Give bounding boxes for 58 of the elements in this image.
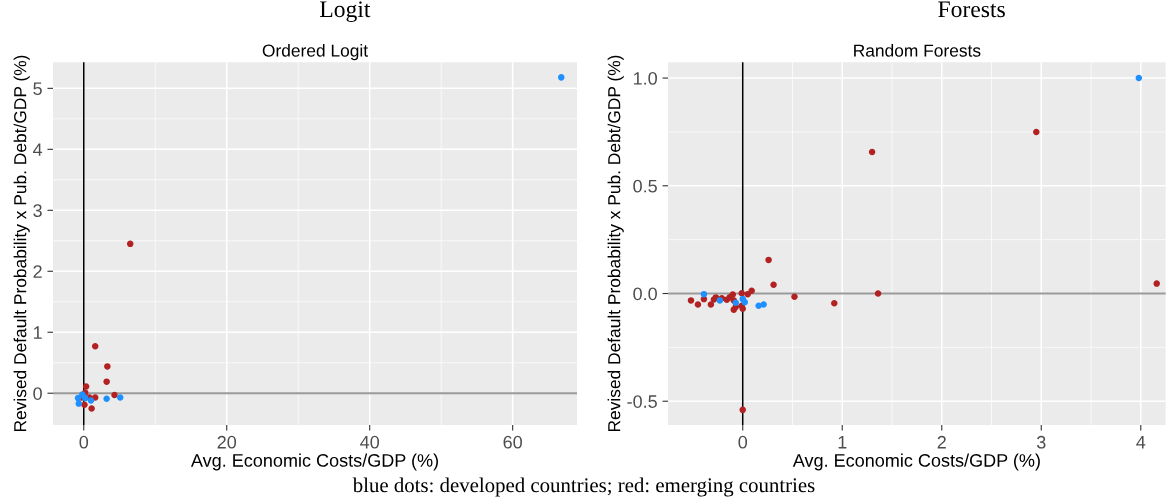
x-tick-label: 20	[217, 435, 237, 449]
y-tick-label: -0.5	[627, 395, 657, 408]
point	[104, 363, 111, 370]
point	[1153, 280, 1160, 287]
y-tick-label: 1	[33, 326, 42, 339]
point	[687, 297, 695, 304]
x-tick-label: 4	[1136, 436, 1146, 449]
point	[75, 400, 83, 407]
point	[694, 301, 702, 308]
point	[739, 406, 746, 414]
point	[81, 394, 89, 402]
point	[748, 287, 755, 294]
point	[82, 383, 90, 390]
text: blue dots: developed countries; red: emerging countries	[352, 477, 815, 497]
point	[868, 148, 876, 156]
point	[738, 290, 745, 297]
point	[760, 301, 767, 308]
y-tick-label: 1.0	[633, 72, 657, 85]
chart-subtitle: Random Forests	[854, 43, 981, 57]
chart-title: Logit	[319, 1, 371, 23]
point	[791, 293, 798, 300]
chart-subtitle: Ordered Logit	[262, 43, 368, 61]
point	[700, 290, 708, 298]
point	[765, 256, 772, 264]
x-tick-label: 1	[838, 436, 847, 449]
x-tick-label: 60	[503, 435, 522, 449]
x-tick-label: 0	[79, 435, 89, 449]
point	[831, 299, 838, 307]
point	[81, 401, 88, 409]
point	[707, 301, 715, 308]
point	[1033, 128, 1040, 136]
point	[91, 343, 99, 350]
point	[126, 240, 134, 248]
x-axis-title: Avg. Economic Costs/GDP (%)	[792, 453, 1040, 471]
y-tick-label: 0	[33, 387, 42, 400]
y-axis-title: Revised Default Probability x Pub. Debt/GDP (%)	[13, 55, 30, 432]
y-tick-label: 4	[32, 143, 43, 156]
point	[88, 405, 95, 412]
y-tick-label: 2	[33, 265, 42, 278]
y-tick-label: 3	[33, 204, 42, 218]
point	[111, 391, 118, 399]
x-axis-title: Avg. Economic Costs/GDP (%)	[190, 453, 438, 471]
point	[558, 74, 565, 81]
point	[103, 378, 110, 385]
y-tick-label: 5	[33, 82, 42, 96]
point	[1135, 74, 1143, 82]
x-tick-label: 2	[937, 435, 946, 449]
chart-title: Forests	[938, 1, 1005, 18]
y-tick-label: 0.5	[633, 179, 657, 193]
point	[874, 290, 882, 297]
point	[116, 394, 124, 401]
y-axis-title: Revised Default Probability x Pub. Debt/GDP (%)	[607, 55, 624, 432]
y-tick-label: 0.0	[633, 287, 657, 301]
point	[770, 281, 777, 288]
x-tick-label: 0	[738, 435, 748, 449]
x-tick-label: 40	[360, 435, 380, 449]
point	[103, 395, 110, 402]
x-tick-label: 3	[1036, 435, 1046, 449]
